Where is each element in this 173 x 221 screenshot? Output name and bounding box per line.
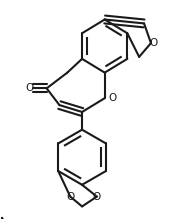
- Text: O: O: [150, 38, 158, 48]
- Text: O: O: [93, 192, 101, 202]
- Text: O: O: [66, 192, 74, 202]
- Text: O: O: [109, 93, 117, 103]
- Text: O: O: [26, 83, 34, 93]
